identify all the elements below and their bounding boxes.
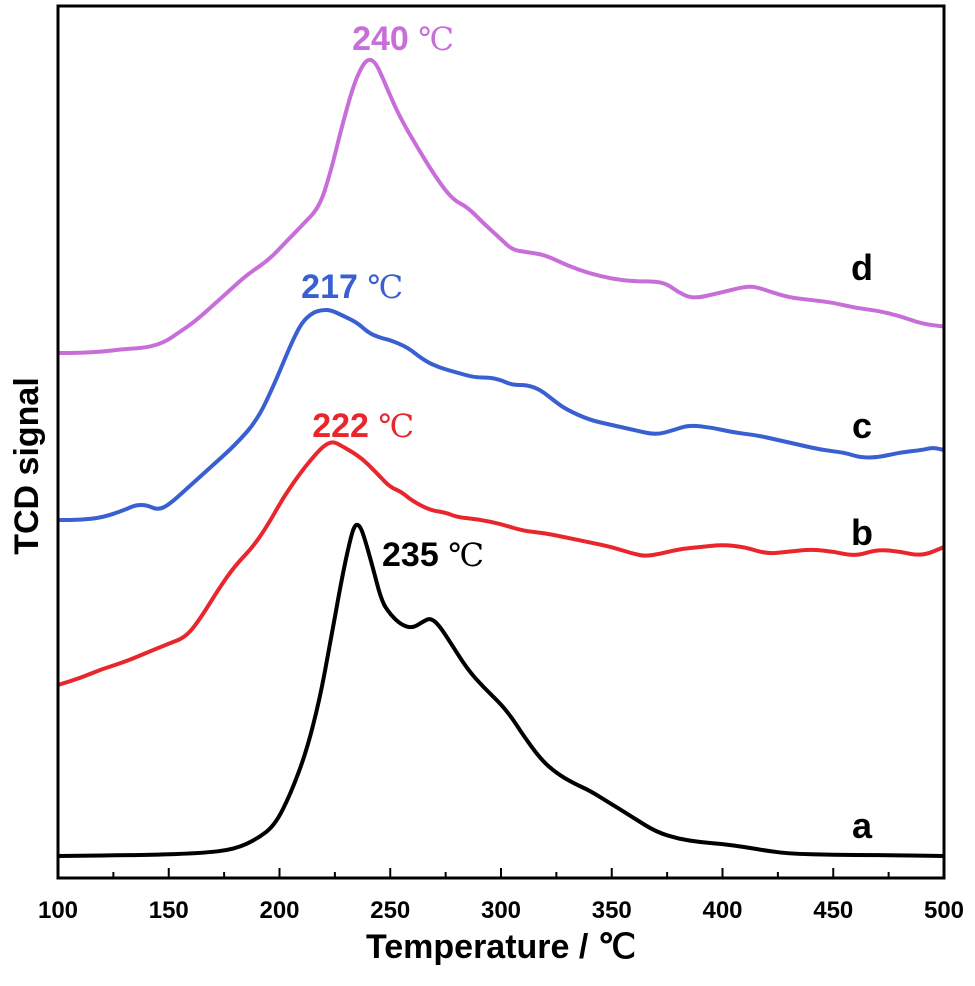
peak-label-d: 240 ℃: [352, 20, 454, 58]
curve-label-a: a: [852, 805, 873, 846]
series-line-a: [57, 522, 945, 858]
y-axis-title: TCD signal: [8, 377, 46, 555]
x-tick-label-500: 500: [924, 897, 964, 924]
x-tick-label-450: 450: [813, 897, 853, 924]
x-axis-title: Temperature / ℃: [366, 928, 636, 966]
peak-label-b: 222 ℃: [312, 407, 414, 445]
series-line-c: [58, 308, 945, 522]
curve-label-d: d: [851, 247, 873, 288]
peak-label-c: 217 ℃: [301, 268, 403, 306]
series-line-d: [58, 57, 945, 355]
series-curves: [57, 57, 945, 858]
x-tick-label-250: 250: [370, 897, 410, 924]
x-tick-label-300: 300: [481, 897, 521, 924]
x-tick-label-150: 150: [149, 897, 189, 924]
curve-label-b: b: [851, 512, 873, 553]
x-tick-label-100: 100: [38, 897, 78, 924]
x-tick-label-350: 350: [592, 897, 632, 924]
plot-frame: [56, 4, 946, 880]
x-tick-label-200: 200: [259, 897, 299, 924]
x-axis-ticks: [57, 868, 945, 878]
x-tick-label-400: 400: [702, 897, 742, 924]
peak-labels: 235 ℃ 222 ℃ 217 ℃ 240 ℃: [301, 20, 484, 574]
x-axis-tick-labels: 100 150 200 250 300 350 400 450 500: [38, 897, 964, 924]
series-line-b: [57, 440, 945, 687]
curve-name-labels: a b c d: [851, 247, 873, 846]
peak-label-a: 235 ℃: [382, 536, 484, 574]
curve-label-c: c: [852, 405, 872, 446]
